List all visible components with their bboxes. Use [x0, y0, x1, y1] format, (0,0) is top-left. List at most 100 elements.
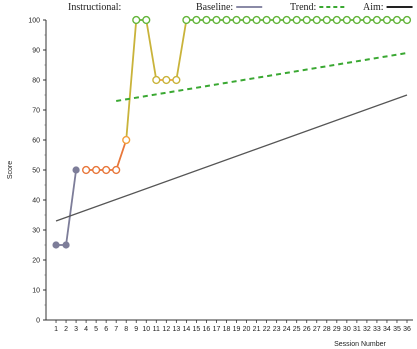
x-tick-label-30: 30	[343, 326, 351, 333]
x-tick-label-13: 13	[172, 326, 180, 333]
instructional-point-27	[312, 15, 321, 25]
y-tick-label-100: 100	[28, 18, 40, 25]
instructional-point-18	[222, 15, 231, 25]
x-tick-label-20: 20	[243, 326, 251, 333]
x-tick-label-31: 31	[353, 326, 361, 333]
instructional-point-17	[212, 15, 221, 25]
instructional-point-7	[112, 165, 121, 175]
instructional-point-10	[142, 15, 151, 25]
x-tick-label-5: 5	[94, 326, 98, 333]
y-tick-label-80: 80	[32, 78, 40, 85]
trend-line	[116, 52, 408, 102]
series-markers	[52, 15, 412, 249]
instructional-point-28	[322, 15, 331, 25]
x-tick-label-17: 17	[213, 326, 221, 333]
instructional-segment	[115, 139, 128, 171]
y-tick-label-50: 50	[32, 168, 40, 175]
legend-label-2: Trend:	[290, 2, 316, 13]
x-tick-label-14: 14	[182, 326, 190, 333]
series-lines	[55, 19, 408, 246]
instructional-point-20	[242, 15, 251, 25]
instructional-point-24	[282, 15, 291, 25]
y-tick-label-10: 10	[32, 288, 40, 295]
instructional-point-22	[262, 15, 271, 25]
baseline-point-2	[62, 241, 70, 249]
x-tick-label-4: 4	[84, 326, 88, 333]
legend-label-3: Aim:	[363, 2, 384, 13]
x-tick-label-19: 19	[233, 326, 241, 333]
y-tick-label-20: 20	[32, 258, 40, 265]
y-tick-label-0: 0	[36, 318, 40, 325]
instructional-point-29	[332, 15, 341, 25]
instructional-point-35	[392, 15, 402, 25]
y-tick-label-70: 70	[32, 108, 40, 115]
instructional-point-36	[402, 15, 412, 25]
y-tick-label-30: 30	[32, 228, 40, 235]
x-tick-label-35: 35	[393, 326, 401, 333]
x-tick-label-15: 15	[193, 326, 201, 333]
legend-label-0: Instructional:	[68, 2, 121, 13]
aim-line	[55, 94, 408, 222]
x-tick-label-9: 9	[134, 326, 138, 333]
x-tick-label-32: 32	[363, 326, 371, 333]
x-tick-label-22: 22	[263, 326, 271, 333]
instructional-segment	[125, 19, 138, 141]
instructional-point-14	[182, 15, 191, 25]
instructional-point-23	[272, 15, 281, 25]
x-axis-title: Session Number	[334, 341, 386, 348]
y-tick-label-40: 40	[32, 198, 40, 205]
instructional-point-5	[92, 165, 101, 175]
instructional-segment	[175, 19, 188, 81]
x-tick-label-27: 27	[313, 326, 321, 333]
x-tick-label-12: 12	[162, 326, 170, 333]
instructional-point-25	[292, 15, 301, 25]
instructional-point-30	[342, 15, 351, 25]
instructional-point-12	[162, 75, 171, 85]
instructional-point-13	[172, 75, 181, 85]
x-tick-label-18: 18	[223, 326, 231, 333]
instructional-point-11	[152, 75, 161, 85]
instructional-point-19	[232, 15, 241, 25]
x-tick-label-21: 21	[253, 326, 261, 333]
instructional-point-15	[192, 15, 201, 25]
instructional-point-8	[122, 135, 131, 145]
instructional-point-31	[352, 15, 361, 25]
instructional-point-4	[82, 165, 91, 175]
x-tick-label-36: 36	[403, 326, 411, 333]
y-tick-label-60: 60	[32, 138, 40, 145]
x-tick-label-23: 23	[273, 326, 281, 333]
y-tick-label-90: 90	[32, 48, 40, 55]
x-tick-label-1: 1	[54, 326, 58, 333]
instructional-point-33	[372, 15, 382, 25]
x-tick-label-28: 28	[323, 326, 331, 333]
x-tick-label-29: 29	[333, 326, 341, 333]
x-tick-label-34: 34	[383, 326, 391, 333]
y-axis: 0 10 20 30 40 50 60 70 80 90 100	[28, 18, 47, 325]
x-axis: 1 2 3 4 5 6 7 8 9 10 11 12 13 14 15 16 17 18 19 20 21 22 23 24 2…	[46, 319, 413, 333]
x-tick-label-6: 6	[104, 326, 108, 333]
x-tick-label-7: 7	[114, 326, 118, 333]
x-tick-label-26: 26	[303, 326, 311, 333]
x-tick-label-8: 8	[124, 326, 128, 333]
instructional-segment	[145, 19, 158, 81]
x-tick-label-24: 24	[283, 326, 291, 333]
x-tick-label-16: 16	[203, 326, 211, 333]
x-tick-label-33: 33	[373, 326, 381, 333]
legend: Instructional: Baseline: Trend: Aim:	[68, 2, 413, 13]
baseline-point-1	[52, 241, 60, 249]
baseline-point-3	[72, 166, 80, 174]
instructional-point-21	[252, 15, 261, 25]
instructional-point-16	[202, 15, 211, 25]
legend-label-1: Baseline:	[196, 2, 233, 13]
instructional-point-26	[302, 15, 311, 25]
x-tick-label-11: 11	[153, 326, 160, 333]
instructional-point-32	[362, 15, 371, 25]
baseline-segment	[65, 169, 77, 246]
y-axis-title: Score	[7, 161, 14, 179]
x-tick-label-10: 10	[142, 326, 150, 333]
instructional-point-6	[102, 165, 111, 175]
instructional-point-9	[132, 15, 141, 25]
x-tick-label-25: 25	[293, 326, 301, 333]
x-tick-label-2: 2	[64, 326, 68, 333]
